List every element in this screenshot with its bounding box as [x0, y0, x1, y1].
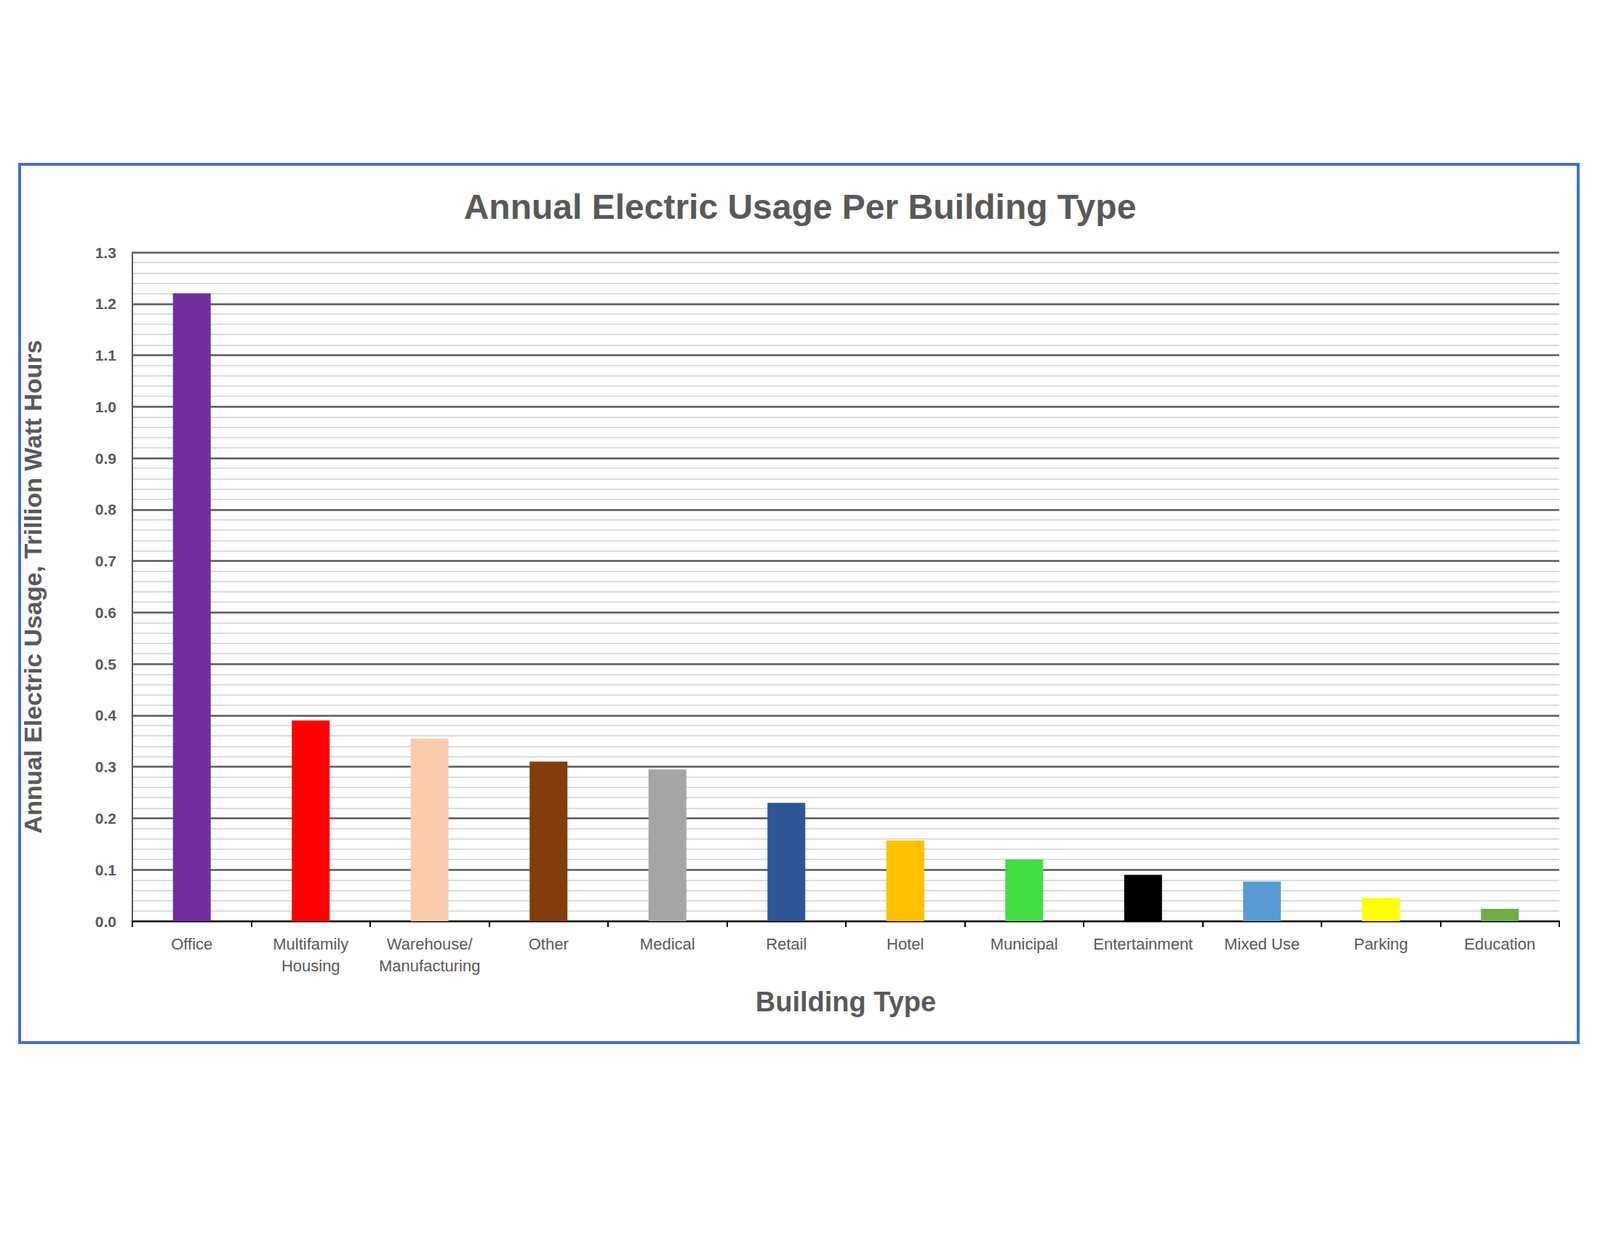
svg-text:1.0: 1.0	[95, 398, 117, 416]
svg-text:0.3: 0.3	[95, 758, 117, 776]
svg-text:0.2: 0.2	[95, 810, 117, 827]
svg-text:Warehouse/: Warehouse/	[386, 935, 474, 954]
svg-text:0.5: 0.5	[95, 656, 118, 673]
svg-text:0.9: 0.9	[95, 450, 117, 467]
svg-text:Multifamily: Multifamily	[272, 935, 349, 954]
svg-text:1.1: 1.1	[95, 346, 118, 364]
svg-text:Office: Office	[170, 935, 213, 954]
svg-text:Other: Other	[528, 935, 569, 954]
svg-text:0.8: 0.8	[95, 501, 118, 518]
svg-text:Municipal: Municipal	[990, 935, 1059, 954]
svg-text:0.4: 0.4	[95, 706, 118, 724]
svg-text:Parking: Parking	[1353, 935, 1408, 954]
svg-text:Hotel: Hotel	[886, 935, 924, 954]
svg-text:0.0: 0.0	[95, 913, 117, 931]
svg-text:Entertainment: Entertainment	[1093, 935, 1193, 954]
svg-text:0.7: 0.7	[95, 552, 117, 570]
svg-text:1.2: 1.2	[95, 295, 117, 312]
svg-text:Retail: Retail	[765, 935, 807, 954]
svg-text:Annual Electric Usage, Trillio: Annual Electric Usage, Trillion Watt Hou…	[18, 340, 47, 835]
svg-text:Housing: Housing	[281, 957, 341, 976]
svg-text:0.1: 0.1	[95, 861, 118, 879]
svg-text:Medical: Medical	[640, 935, 696, 954]
svg-text:Building Type: Building Type	[755, 986, 936, 1018]
svg-text:Mixed Use: Mixed Use	[1224, 935, 1300, 954]
svg-text:Education: Education	[1464, 935, 1536, 954]
svg-text:Annual Electric Usage Per Buil: Annual Electric Usage Per Building Type	[464, 187, 1137, 227]
svg-text:0.6: 0.6	[95, 604, 117, 622]
svg-text:1.3: 1.3	[95, 244, 117, 262]
svg-text:Manufacturing: Manufacturing	[378, 957, 480, 976]
